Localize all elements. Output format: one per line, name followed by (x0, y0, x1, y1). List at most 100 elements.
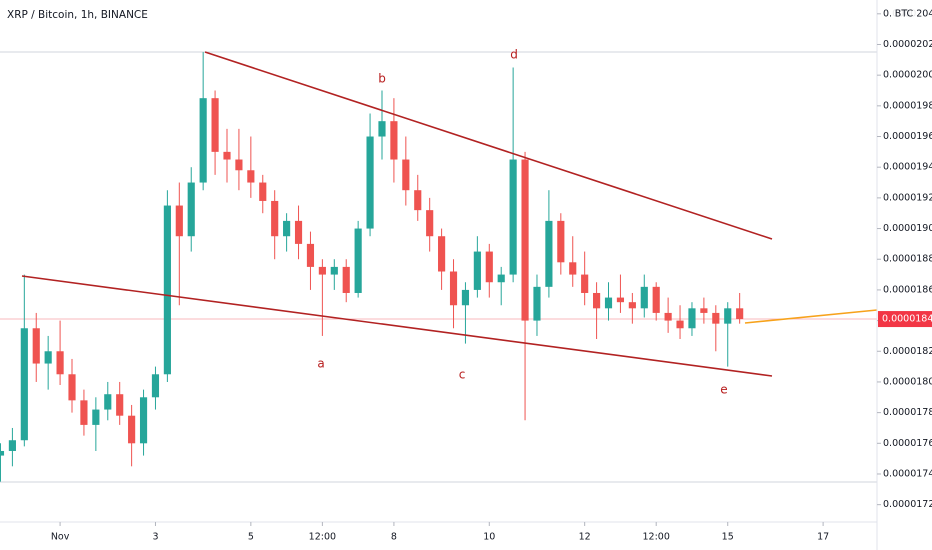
candle-body (473, 251, 481, 290)
candle-body (104, 394, 112, 410)
candle-body (68, 374, 76, 401)
x-tick-label: 15 (722, 532, 734, 543)
candle-body (557, 220, 565, 263)
candle-body (712, 312, 720, 324)
candle-body (163, 205, 171, 375)
candle-body (294, 220, 303, 244)
candle-body (688, 308, 696, 329)
x-tick-label: Nov (51, 532, 70, 543)
candle-body (461, 289, 470, 306)
candle-body (485, 251, 493, 283)
candle-body (92, 409, 100, 425)
candle-body (116, 394, 124, 416)
x-tick-label: 12:00 (643, 532, 670, 543)
projection-line (744, 309, 878, 324)
last-price-label: 0.00001841 (882, 314, 932, 325)
candle-body (497, 274, 505, 283)
candle-body (56, 351, 64, 375)
currency-label: BTC (895, 9, 914, 20)
candle-body (151, 374, 160, 398)
candle-body (223, 151, 231, 160)
candle-body (378, 121, 386, 137)
candle-body (509, 159, 517, 275)
candle-body (211, 98, 219, 152)
candle-body (44, 351, 52, 364)
x-tick-label: 10 (483, 532, 495, 543)
candle-body (545, 220, 553, 287)
candle-body (652, 286, 660, 313)
x-tick-label: 17 (817, 532, 829, 543)
candle-body (700, 308, 708, 313)
candle-body (533, 286, 541, 321)
candle-body (235, 159, 243, 171)
wave-label: b (378, 72, 386, 86)
wave-label: e (720, 383, 727, 397)
candle-body (426, 210, 434, 237)
candle-body (449, 271, 458, 306)
x-tick-label: 5 (248, 532, 254, 543)
candle-body (80, 400, 88, 425)
wave-label: a (317, 357, 324, 371)
x-tick-label: 12:00 (309, 532, 336, 543)
candle-body (438, 236, 446, 272)
wave-label: d (510, 48, 518, 62)
candle-body (20, 328, 28, 441)
candle-body (318, 266, 326, 275)
currency-badge (891, 7, 917, 21)
candle-body (664, 312, 672, 321)
candle-body (8, 440, 16, 451)
candle-body (32, 328, 40, 364)
candle-body (187, 182, 195, 237)
candle-body (640, 286, 648, 309)
candle-body (271, 200, 279, 237)
candle-body (259, 182, 267, 201)
candle-body (724, 308, 732, 324)
candle-body (139, 397, 148, 444)
x-tick-label: 12 (579, 532, 591, 543)
candle-body (414, 190, 422, 211)
candle-body (581, 274, 589, 293)
candle-body (128, 415, 136, 444)
candle-body (175, 205, 183, 237)
candle-body (569, 262, 577, 275)
candle-body (247, 170, 255, 183)
candle-body (604, 297, 613, 309)
candle-body (283, 220, 291, 237)
x-tick-label: 3 (152, 532, 158, 543)
candle-body (366, 136, 374, 229)
candle-body (330, 266, 338, 275)
upper-trendline (204, 51, 773, 240)
candle-body (342, 266, 350, 293)
wave-label: c (459, 368, 466, 382)
candle-body (616, 297, 625, 303)
x-tick-label: 8 (391, 532, 397, 543)
candle-body (593, 292, 601, 309)
candle-body (521, 159, 529, 321)
candle-body (390, 121, 398, 160)
last-price-badge (878, 311, 932, 328)
chart-title: XRP / Bitcoin, 1h, BINANCE (7, 9, 148, 21)
candle-body (628, 302, 636, 309)
candle-body (0, 450, 5, 456)
lower-trendline (21, 275, 773, 377)
y-tick-label: 0.00002020 (883, 39, 932, 50)
candles (0, 52, 744, 482)
candle-body (402, 159, 410, 191)
candle-body (354, 228, 362, 293)
